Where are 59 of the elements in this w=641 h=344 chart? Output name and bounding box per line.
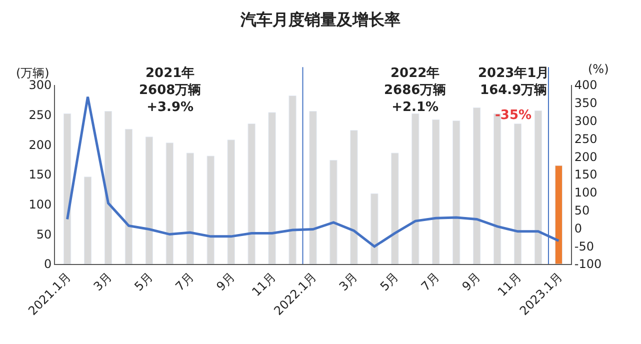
bar [554, 165, 563, 264]
x-tick-label: 11月 [249, 270, 278, 300]
bar [166, 142, 174, 264]
bar [206, 156, 214, 264]
x-tick-label: 5月 [132, 270, 156, 294]
bar [514, 124, 522, 264]
bar [268, 112, 276, 264]
x-tick-label: 11月 [494, 270, 524, 300]
x-tick-label: 3月 [90, 270, 115, 294]
x-tick-label: 7月 [418, 270, 442, 294]
y-tick-label: 200 [28, 138, 52, 152]
y2-tick-label: 300 [574, 114, 598, 128]
y-tick-label: 250 [28, 108, 52, 122]
y2-tick-label: 50 [574, 204, 590, 218]
y-tick-label: 100 [28, 198, 52, 212]
annotation: 2021年 2608万辆 +3.9% [139, 66, 202, 115]
bar [227, 140, 235, 264]
y-tick-label: 50 [36, 227, 52, 242]
bar [309, 111, 317, 264]
y2-tick-label: 400 [574, 78, 598, 92]
bar [350, 130, 358, 264]
bar [534, 110, 542, 264]
x-tick-label: 5月 [377, 270, 402, 294]
bar [432, 119, 440, 264]
bar [63, 113, 72, 264]
y-tick-label: 300 [28, 78, 52, 92]
annotation: 2022年 2686万辆 +2.1% [384, 66, 446, 115]
y2-tick-label: 250 [574, 132, 598, 146]
y-tick-label: 150 [28, 168, 52, 182]
y2-tick-label: 200 [574, 150, 598, 164]
y2-axis-title: (%) [588, 62, 609, 76]
bar [288, 95, 296, 264]
y2-tick-label: 350 [574, 96, 598, 110]
annotation: 2023年1月 164.9万辆 [478, 66, 550, 98]
y2-tick-label: 0 [574, 221, 582, 236]
bar [330, 160, 338, 264]
bar [145, 136, 154, 264]
bar [186, 152, 194, 264]
x-tick-label: 9月 [214, 270, 238, 294]
bar [370, 193, 378, 264]
bar [391, 152, 399, 264]
bar [472, 107, 481, 264]
y2-tick-label: -100 [574, 257, 602, 272]
y2-tick-label: 100 [574, 186, 598, 200]
x-tick-label: 3月 [336, 270, 360, 294]
x-tick-label: 9月 [459, 270, 484, 294]
bar [104, 111, 112, 264]
chart-title: 汽车月度销量及增长率 [240, 10, 400, 29]
bar [248, 124, 256, 264]
annotation: -35% [495, 108, 532, 123]
bar [124, 128, 133, 264]
y-axis-title: (万辆) [16, 66, 50, 80]
bar [412, 113, 420, 264]
y-tick-label: 0 [44, 257, 52, 272]
y2-tick-label: 150 [574, 168, 598, 182]
x-tick-label: 7月 [172, 270, 197, 294]
y2-tick-label: -50 [574, 239, 594, 254]
bar [84, 176, 92, 264]
bar [452, 120, 460, 264]
